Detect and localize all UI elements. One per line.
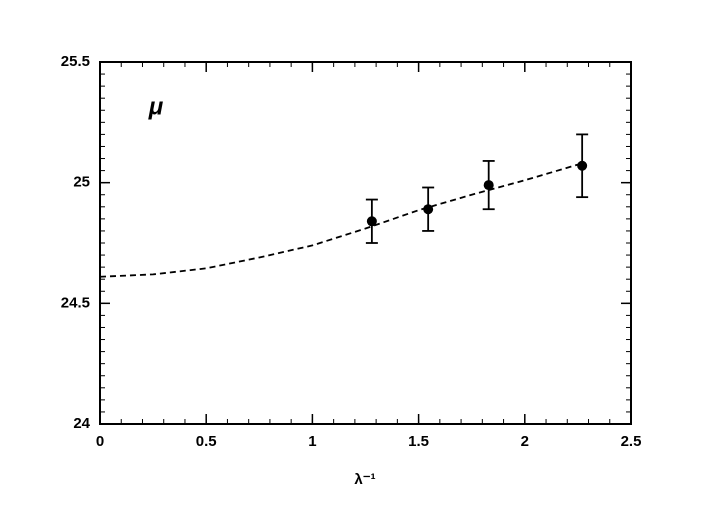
y-tick-label: 24.5 [61,294,90,311]
x-axis-label: λ⁻¹ [354,471,375,488]
y-tick-label: 25 [73,174,90,191]
x-tick-label: 1.5 [408,433,429,450]
data-point [483,180,494,191]
data-point [577,160,588,171]
x-tick-label: 2 [521,433,529,450]
annotation: μ [148,93,164,120]
data-point [423,204,434,215]
plot-frame [99,61,632,425]
x-tick-label: 2.5 [621,433,642,450]
x-tick-label: 1 [308,433,316,450]
y-tick-label: 24 [73,415,90,432]
x-tick-label: 0 [96,433,104,450]
y-tick-label: 25.5 [61,53,90,70]
data-point [366,216,377,227]
x-tick-label: 0.5 [196,433,217,450]
fit-curve [99,162,583,278]
